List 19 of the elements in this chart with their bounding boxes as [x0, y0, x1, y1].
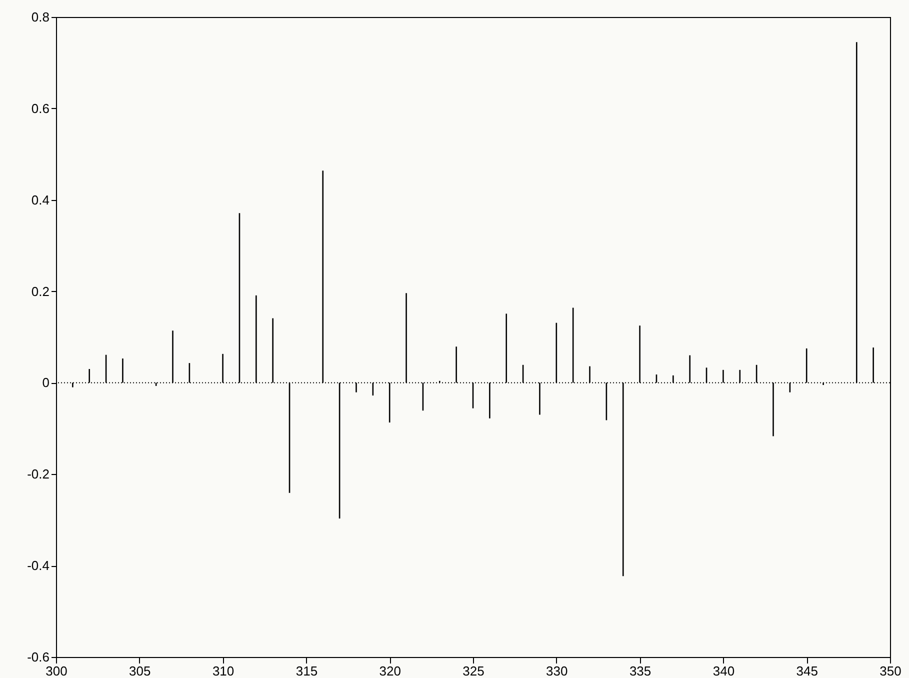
- x-tick-label: 320: [379, 664, 401, 678]
- y-tick-label: 0.4: [31, 192, 50, 208]
- x-tick-label: 300: [46, 664, 68, 678]
- x-tick-label: 340: [712, 664, 735, 678]
- x-tick-label: 305: [129, 664, 151, 678]
- y-tick-label: 0: [42, 375, 50, 390]
- y-tick-label: -0.6: [27, 650, 50, 664]
- y-tick-label: 0.8: [31, 10, 50, 24]
- x-tick-label: 330: [546, 664, 568, 678]
- y-tick-label: -0.4: [27, 558, 50, 574]
- x-tick-label: 310: [212, 664, 234, 678]
- x-tick-label: 335: [629, 664, 652, 678]
- x-tick-label: 325: [462, 664, 484, 678]
- y-tick-label: 0.6: [31, 100, 50, 116]
- x-tick-label: 350: [880, 664, 902, 678]
- x-tick-label: 315: [296, 664, 318, 678]
- x-tick-label: 345: [796, 664, 818, 678]
- y-tick-label: -0.2: [27, 466, 50, 482]
- y-tick-label: 0.2: [31, 284, 50, 299]
